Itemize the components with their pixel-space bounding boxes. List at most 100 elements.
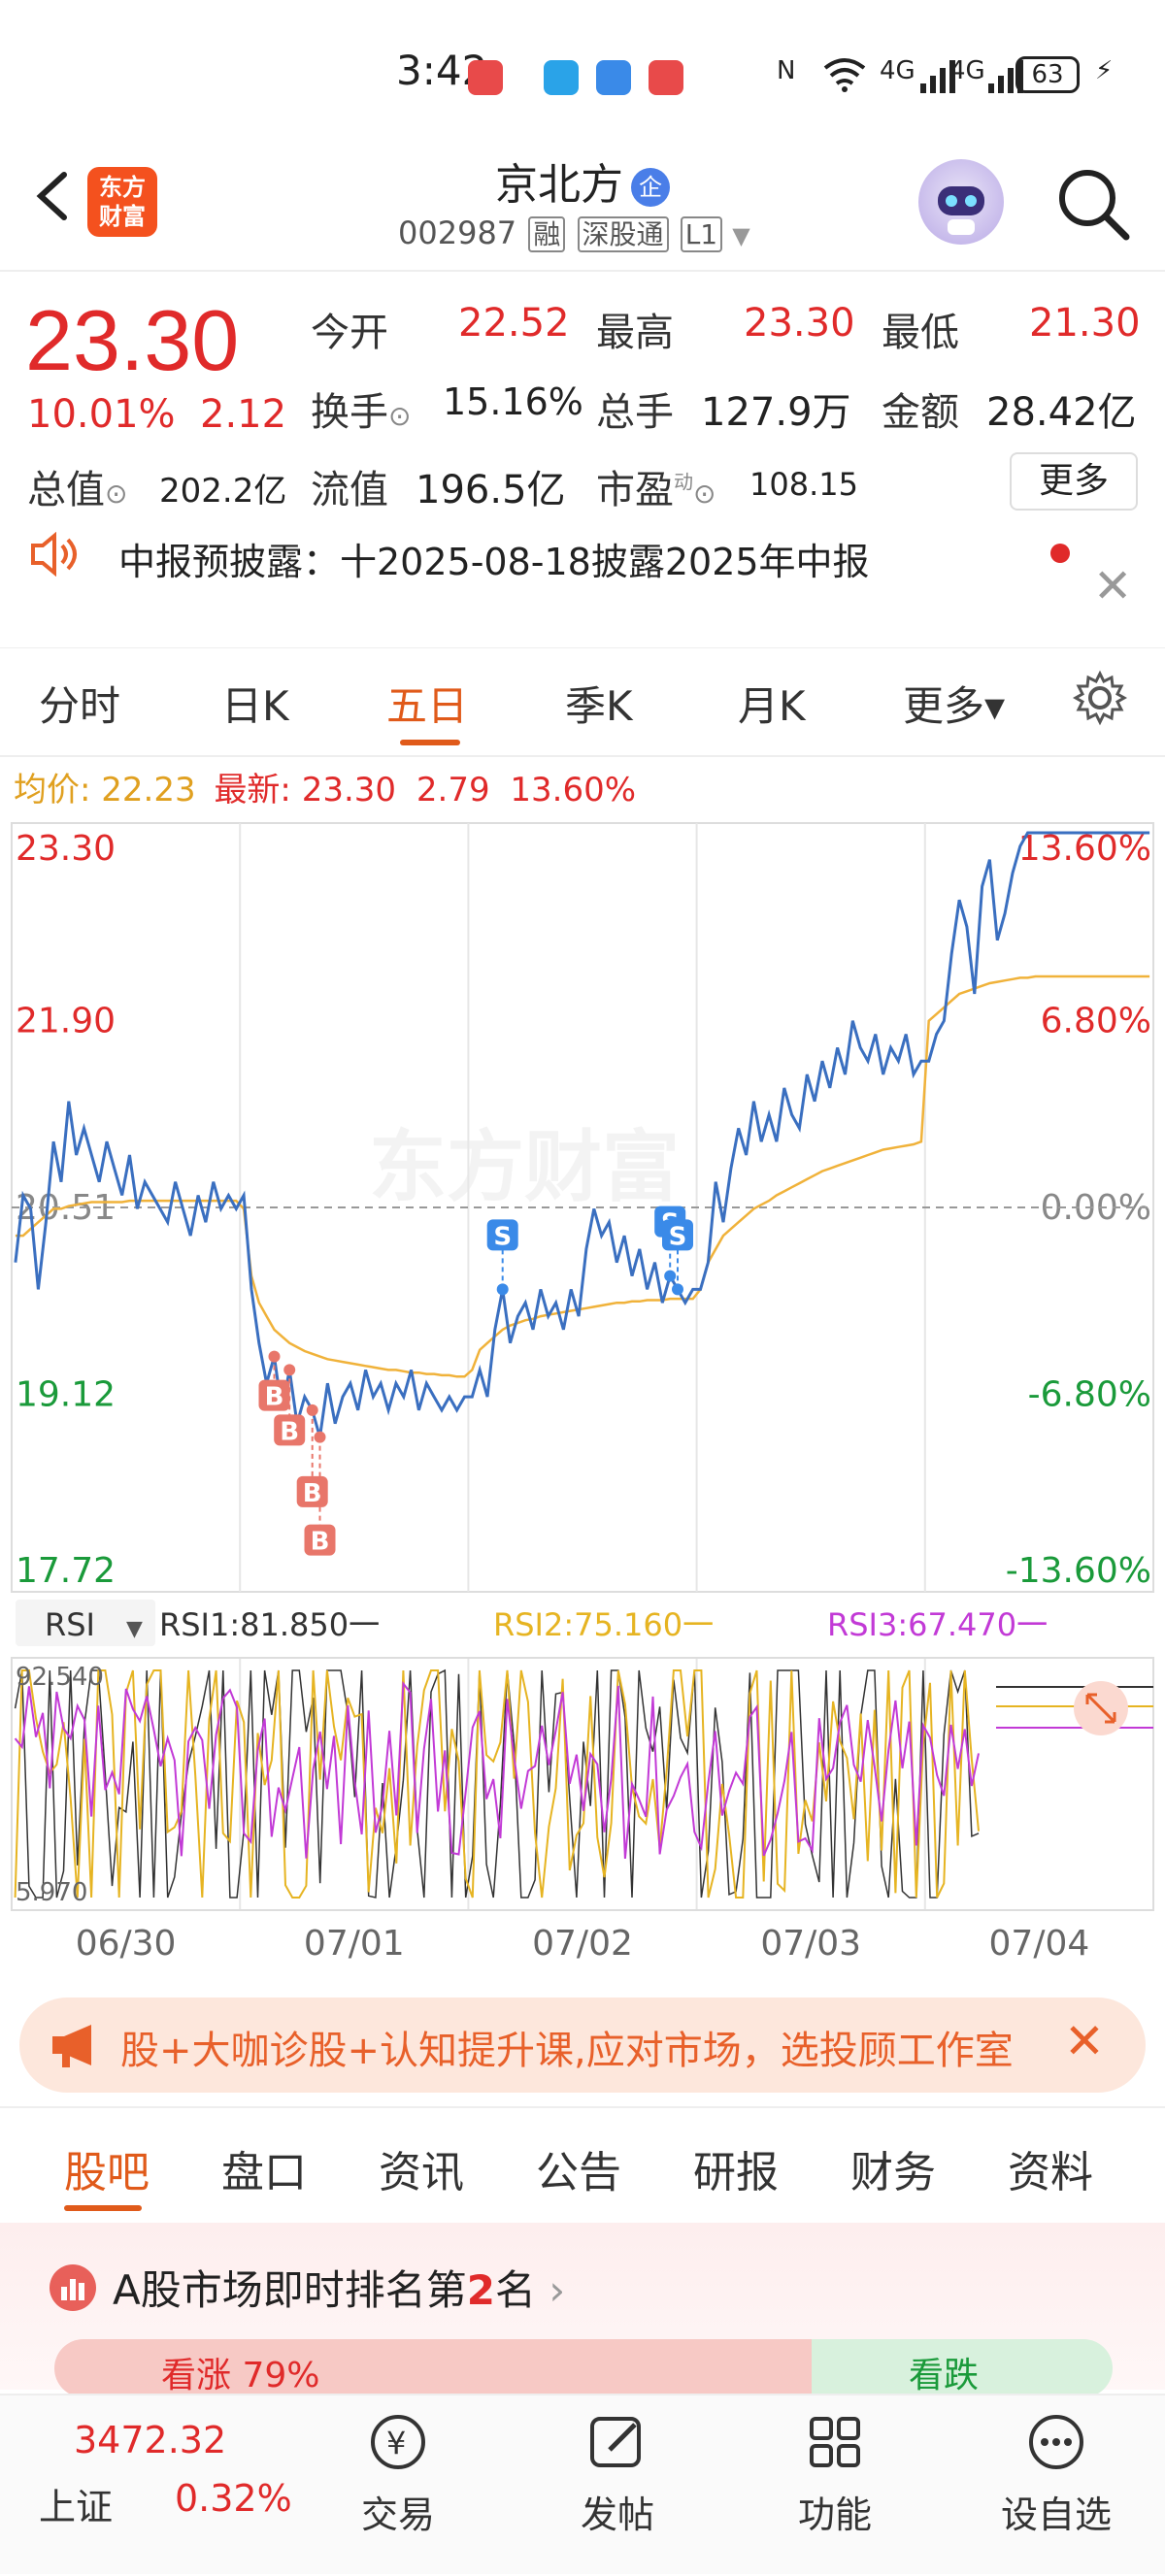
bearish-bar[interactable]: 看跌 [812,2339,1113,2397]
marker-label: B [303,1479,322,1508]
high-label: 最高 [596,311,674,355]
marker-label: B [311,1528,330,1557]
x-tick-label: 07/02 [532,1924,633,1964]
avg-price-line [15,974,1150,1378]
tab-more[interactable]: 更多▾ [903,682,1006,730]
chevron-right-icon: › [549,2266,566,2314]
tab-intraday[interactable]: 分时 [39,682,121,730]
tab-announcements[interactable]: 公告 [536,2148,621,2197]
tab-forum[interactable]: 股吧 [64,2148,150,2197]
huawei-app-icon-2 [649,60,683,95]
bullish-bar[interactable]: 看涨 79% [54,2339,812,2397]
nav-trade[interactable]: ¥ 交易 [330,2395,466,2576]
tab-finance[interactable]: 财务 [850,2148,936,2197]
latest-change: 2.79 [416,771,490,809]
stock-code-line[interactable]: 002987 融 深股通 L1 ▼ [398,214,750,252]
marker-dot [496,1283,509,1296]
close-icon[interactable]: ✕ [1064,2013,1105,2069]
close-icon[interactable]: ✕ [1093,559,1133,613]
promo-banner[interactable]: 股+大咖诊股+认知提升课,应对市场，选投顾工作室 ✕ [19,1998,1146,2093]
margin-tag: 融 [528,216,566,252]
nav-post[interactable]: 发帖 [549,2395,685,2576]
battery-icon: 63 [1015,56,1080,93]
svg-text:¥: ¥ [386,2425,406,2461]
marker-label: B [265,1383,284,1412]
sell-marker[interactable] [486,1219,518,1251]
x-tick-label: 07/01 [304,1924,405,1964]
assistant-robot-icon[interactable] [918,159,1004,245]
rsi-selector[interactable] [16,1600,155,1646]
latest-value: 23.30 [301,771,397,809]
index-value: 3472.32 [74,2419,227,2461]
notice-bar[interactable]: 中报预披露：十2025-08-18披露2025年中报 个股分析：性能看上并该信号… [0,532,1165,648]
marker-dot [306,1404,318,1416]
price-line [14,831,1150,1438]
y-tick-right: -6.80% [1028,1374,1151,1414]
rsi-max: 92.540 [16,1663,104,1692]
search-icon[interactable] [1054,165,1132,243]
pe-label: 市盈动⊙ [596,468,716,512]
active-tab-indicator [400,740,460,745]
tab-five-day[interactable]: 五日 [386,682,469,730]
change-percent: 10.01% [27,392,176,437]
tab-quarter-k[interactable]: 季K [565,682,633,730]
marker-label: B [280,1417,299,1446]
high-value: 23.30 [744,301,855,346]
marker-dot [283,1364,296,1376]
speaker-icon [31,532,77,577]
back-icon[interactable] [25,167,83,225]
buy-marker[interactable] [258,1379,290,1411]
marker-dot [664,1270,677,1282]
x-tick-label: 07/04 [989,1924,1090,1964]
huawei-app-icon [468,60,503,95]
buy-marker[interactable] [274,1414,306,1446]
x-tick-label: 07/03 [760,1924,861,1964]
index-percent: 0.32% [175,2477,292,2520]
connect-tag: 深股通 [577,216,669,252]
chart-info-line: 均价: 22.23 最新: 23.30 2.79 13.60% [14,763,636,810]
ranking-card[interactable]: A股市场即时排名第2名 › 看涨 79% 看跌 [0,2223,1165,2397]
trade-icon: ¥ [371,2415,425,2469]
info-icon[interactable]: ⊙ [693,478,716,510]
amount-value: 28.42亿 [986,390,1137,435]
signal-icon [920,60,955,93]
stock-title: 京北方企 [0,149,1165,212]
wifi-icon [823,58,866,92]
info-icon[interactable]: ⊙ [105,478,128,510]
tab-news[interactable]: 资讯 [379,2148,464,2197]
rsi3-label: RSI3:67.470一 [827,1606,1048,1643]
marker-dot [314,1431,326,1443]
stock-name: 京北方 [495,160,623,210]
tab-daily-k[interactable]: 日K [221,682,289,730]
more-dots-icon [1029,2415,1083,2469]
gear-icon[interactable] [1072,670,1128,726]
nav-functions[interactable]: 功能 [767,2395,903,2576]
content-tabs: 股吧 盘口 资讯 公告 研报 财务 资料 [0,2106,1165,2223]
tab-orderbook[interactable]: 盘口 [221,2148,307,2197]
rsi-selector-label: RSI [45,1606,95,1643]
y-tick-right: 6.80% [1041,1002,1151,1041]
signal-icon-2 [988,60,1023,93]
tab-month-k[interactable]: 月K [738,682,806,730]
tab-profile[interactable]: 资料 [1008,2148,1093,2197]
active-tab-indicator [64,2205,142,2211]
grid-icon [810,2417,860,2467]
rank-chart-icon [50,2264,96,2311]
marker-dot [268,1350,281,1363]
promo-text: 股+大咖诊股+认知提升课,应对市场，选投顾工作室 [120,2029,1014,2073]
more-button[interactable]: 更多 [1010,452,1138,511]
dropdown-icon: ▼ [126,1617,143,1641]
sell-marker[interactable] [662,1219,693,1251]
notice-text: 中报预披露：十2025-08-18披露2025年中报 [118,541,870,583]
expand-arrows-icon [1085,1693,1116,1724]
y-tick-left: 21.90 [16,1002,116,1041]
watermark: 东方财富 [369,1122,680,1212]
info-icon[interactable]: ⊙ [388,400,412,432]
nav-watchlist[interactable]: 设自选 [988,2395,1124,2576]
x-tick-label: 06/30 [76,1924,177,1964]
buy-marker[interactable] [304,1524,336,1556]
tab-research[interactable]: 研报 [693,2148,779,2197]
y-tick-right: 0.00% [1041,1188,1151,1228]
open-value: 22.52 [458,301,570,346]
